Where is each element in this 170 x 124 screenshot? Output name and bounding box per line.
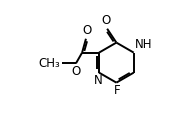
Text: O: O (82, 24, 91, 37)
Text: O: O (71, 65, 81, 78)
Text: O: O (102, 14, 111, 27)
Text: CH₃: CH₃ (39, 57, 61, 70)
Text: NH: NH (135, 38, 153, 51)
Text: F: F (114, 84, 121, 97)
Text: N: N (94, 74, 103, 87)
